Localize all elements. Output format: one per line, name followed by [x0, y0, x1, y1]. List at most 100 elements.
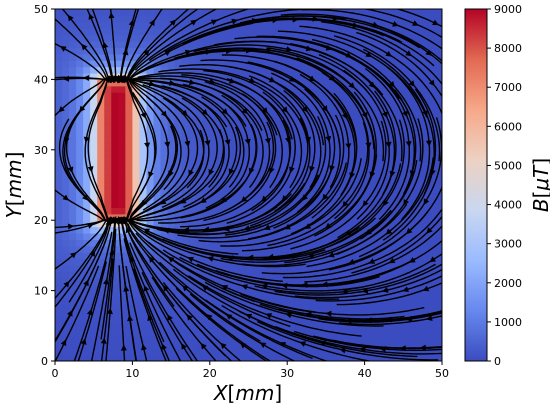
heatmap-cell: [62, 354, 70, 361]
heatmap-cell: [69, 220, 77, 228]
heatmap-cell: [399, 335, 408, 343]
heatmap-cell: [237, 284, 246, 292]
heatmap-cell: [357, 66, 366, 74]
heatmap-cell: [266, 277, 274, 285]
heatmap-cell: [280, 73, 288, 80]
heatmap-cell: [104, 239, 112, 247]
heatmap-cell: [202, 53, 211, 61]
heatmap-cell: [230, 181, 239, 189]
heatmap-cell: [188, 85, 197, 93]
heatmap-cell: [287, 220, 295, 228]
heatmap-cell: [160, 303, 169, 311]
heatmap-cell: [90, 137, 98, 144]
heatmap-cell: [315, 21, 323, 29]
heatmap-cell: [181, 21, 190, 29]
heatmap-cell: [287, 156, 295, 164]
heatmap-cell: [118, 105, 126, 112]
streamline-arrow: [224, 139, 231, 146]
heatmap-cell: [167, 92, 176, 100]
heatmap-cell: [69, 105, 77, 112]
heatmap-cell: [385, 15, 394, 23]
heatmap-cell: [90, 354, 98, 361]
heatmap-cell: [139, 41, 148, 48]
heatmap-cell: [195, 309, 204, 317]
heatmap-cell: [237, 98, 246, 106]
heatmap-cell: [434, 41, 442, 48]
heatmap-cell: [434, 258, 442, 266]
heatmap-cell: [357, 53, 366, 61]
heatmap-cell: [294, 271, 302, 279]
heatmap-cell: [287, 277, 295, 285]
heatmap-cell: [76, 277, 84, 285]
heatmap-cell: [83, 66, 91, 74]
heatmap-cell: [160, 322, 169, 330]
heatmap-cell: [420, 322, 429, 330]
heatmap-cell: [266, 105, 274, 112]
heatmap-cell: [202, 309, 211, 317]
heatmap-cell: [55, 233, 63, 240]
heatmap-cell: [55, 73, 63, 80]
heatmap-cell: [111, 181, 119, 189]
heatmap-cell: [160, 60, 169, 68]
heatmap-cell: [76, 335, 84, 343]
heatmap-cell: [55, 28, 63, 36]
heatmap-cell: [244, 98, 253, 106]
heatmap-cell: [83, 21, 91, 29]
heatmap-cell: [244, 341, 253, 349]
heatmap-cell: [174, 252, 183, 260]
heatmap-cell: [188, 21, 197, 29]
heatmap-cell: [216, 194, 225, 202]
heatmap-cell: [118, 85, 126, 93]
streamline-arrow: [368, 81, 375, 88]
heatmap-cell: [153, 79, 162, 87]
heatmap-cell: [301, 271, 309, 279]
heatmap-cell: [111, 79, 119, 87]
heatmap-cell: [97, 15, 105, 23]
heatmap-cell: [294, 213, 302, 221]
streamline-arrow: [169, 19, 177, 26]
heatmap-cell: [378, 335, 387, 343]
heatmap-cell: [287, 111, 295, 119]
heatmap-cell: [322, 9, 331, 16]
heatmap-cell: [244, 9, 253, 16]
heatmap-cell: [139, 309, 148, 317]
heatmap-cell: [287, 85, 295, 93]
heatmap-cell: [259, 137, 267, 144]
heatmap-cell: [329, 85, 338, 93]
heatmap-cell: [364, 207, 373, 215]
heatmap-cell: [336, 284, 345, 292]
heatmap-cell: [125, 137, 133, 144]
streamline: [325, 239, 442, 287]
heatmap-cell: [434, 213, 442, 221]
streamline-arrow: [392, 21, 399, 27]
heatmap-cell: [406, 309, 415, 317]
heatmap-cell: [280, 124, 288, 132]
heatmap-cell: [336, 28, 345, 36]
heatmap-cell: [174, 271, 183, 279]
heatmap-cell: [118, 143, 126, 151]
heatmap-cell: [399, 169, 408, 176]
heatmap-cell: [329, 9, 338, 16]
heatmap-cell: [322, 162, 331, 170]
heatmap-cell: [167, 137, 176, 144]
heatmap-cell: [104, 348, 112, 356]
streamline-arrow: [187, 256, 194, 263]
heatmap-cell: [223, 188, 232, 196]
streamline: [124, 9, 218, 82]
heatmap-cell: [90, 60, 98, 68]
heatmap-cell: [280, 137, 288, 144]
heatmap-cell: [55, 79, 63, 87]
colorbar-tick-label: 7000: [494, 81, 522, 94]
heatmap-cell: [308, 290, 316, 298]
heatmap-cell: [273, 233, 281, 240]
heatmap-cell: [181, 137, 190, 144]
heatmap-cell: [104, 175, 112, 183]
streamline-arrow: [289, 166, 295, 174]
heatmap-cell: [371, 15, 380, 23]
heatmap-cell: [329, 169, 338, 176]
heatmap-cell: [160, 258, 169, 266]
heatmap-cell: [336, 348, 345, 356]
streamline-arrow: [221, 285, 229, 291]
heatmap-cell: [237, 124, 246, 132]
